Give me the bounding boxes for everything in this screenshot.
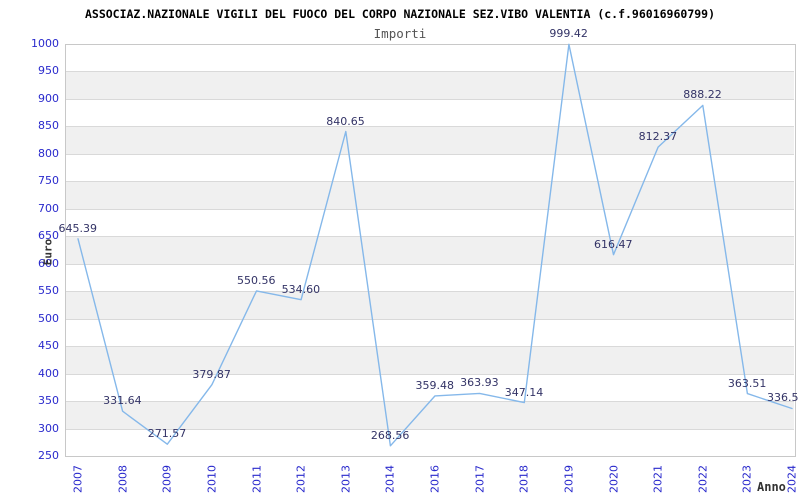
data-label: 379.87 [192, 367, 231, 381]
plot-area-border [65, 44, 796, 457]
x-tick-label: 2010 [205, 465, 219, 493]
data-label: 888.22 [683, 88, 722, 102]
x-tick-label: 2023 [740, 465, 754, 493]
y-tick-label: 800 [38, 146, 59, 160]
y-tick-label: 900 [38, 91, 59, 105]
x-tick-label: 2020 [607, 465, 620, 493]
x-tick-label: 2019 [562, 465, 576, 493]
x-tick-label: 2007 [71, 465, 85, 493]
y-tick-label: 350 [38, 394, 59, 408]
y-tick-label: 450 [38, 339, 59, 353]
x-axis-title: Anno [757, 480, 786, 494]
data-label: 534.60 [281, 282, 321, 296]
x-tick-label: 2011 [250, 465, 263, 493]
chart-title: ASSOCIAZ.NAZIONALE VIGILI DEL FUOCO DEL … [84, 7, 716, 21]
data-label: 336.5 [767, 391, 799, 405]
x-tick-label: 2008 [116, 465, 130, 493]
data-label: 999.42 [549, 27, 588, 41]
data-label: 347.14 [504, 385, 544, 399]
y-tick-label: 650 [38, 229, 59, 243]
y-axis-title: Euro [41, 238, 55, 266]
y-tick-label: 750 [38, 174, 59, 188]
y-tick-label: 400 [38, 366, 59, 380]
y-tick-label: 500 [38, 311, 59, 325]
y-tick-label: 250 [38, 449, 59, 462]
x-tick-label: 2018 [517, 465, 531, 493]
y-tick-label: 1000 [31, 37, 59, 50]
data-label: 616.47 [594, 237, 633, 251]
data-label: 840.65 [326, 114, 365, 128]
x-tick-label: 2017 [473, 465, 487, 493]
x-tick-label: 2022 [696, 465, 710, 493]
data-label: 271.57 [147, 427, 187, 441]
y-tick-label: 850 [38, 119, 59, 133]
data-label: 645.39 [58, 221, 98, 235]
y-tick-label: 950 [38, 64, 59, 78]
x-tick-label: 2021 [651, 465, 665, 493]
y-tick-label: 700 [38, 201, 59, 215]
data-label: 268.56 [370, 428, 410, 442]
data-label: 812.37 [638, 130, 678, 144]
x-tick-label: 2012 [294, 465, 308, 493]
y-tick-label: 550 [38, 284, 59, 298]
x-tick-label: 2013 [339, 465, 353, 493]
data-label: 363.51 [727, 376, 767, 390]
data-label: 331.64 [103, 394, 142, 408]
x-tick-label: 2014 [383, 465, 397, 493]
x-tick-label: 2016 [428, 465, 442, 493]
x-tick-label: 2009 [160, 465, 174, 493]
data-label: 363.93 [460, 376, 499, 390]
data-label: 359.48 [415, 378, 455, 392]
x-tick-label: 2024 [785, 465, 799, 493]
data-label: 550.56 [237, 273, 276, 287]
y-tick-label: 300 [38, 421, 59, 435]
chart-subtitle: Importi [373, 26, 427, 41]
y-tick-label: 600 [38, 256, 59, 270]
